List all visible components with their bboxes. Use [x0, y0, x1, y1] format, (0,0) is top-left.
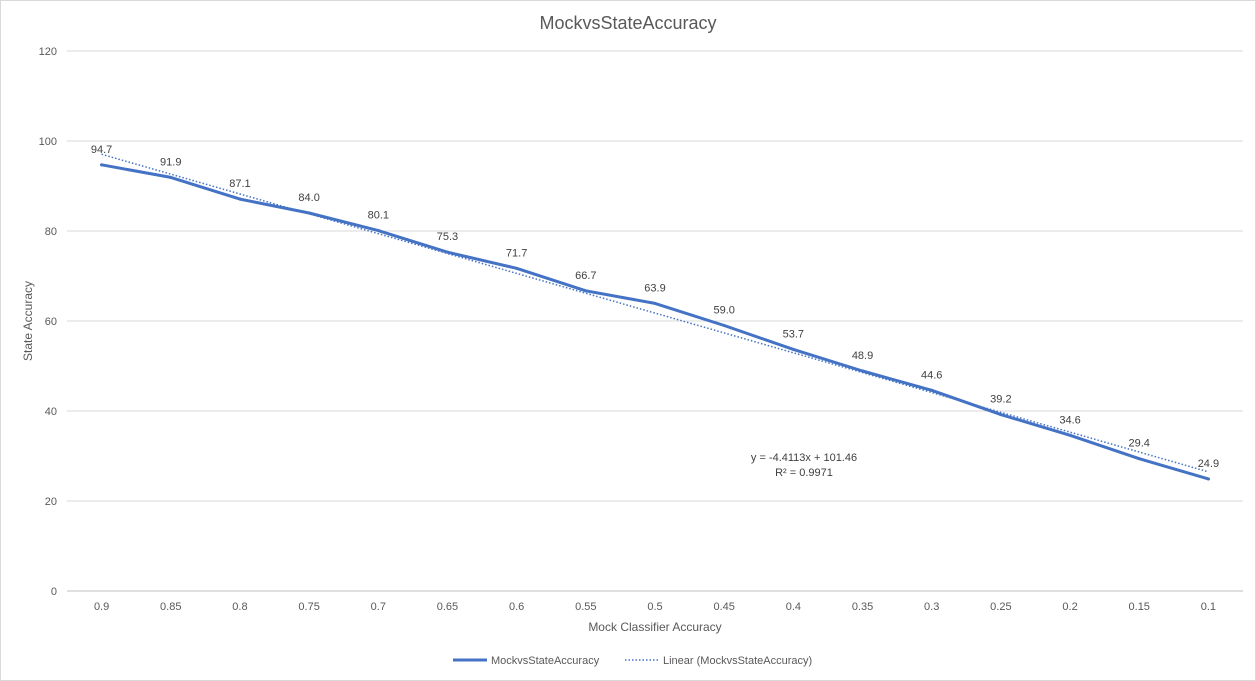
- data-label: 24.9: [1198, 458, 1219, 470]
- data-label: 91.9: [160, 156, 181, 168]
- x-axis-title: Mock Classifier Accuracy: [588, 620, 721, 634]
- data-label: 48.9: [852, 350, 873, 362]
- x-tick-label: 0.3: [924, 601, 939, 613]
- data-point: [791, 347, 795, 351]
- trendline-equation: y = -4.4113x + 101.46: [751, 452, 857, 464]
- x-tick-label: 0.45: [713, 601, 734, 613]
- x-tick-label: 0.5: [647, 601, 662, 613]
- y-tick-label: 20: [45, 496, 57, 508]
- x-tick-label: 0.6: [509, 601, 524, 613]
- data-label: 39.2: [990, 394, 1011, 406]
- x-tick-label: 0.35: [852, 601, 873, 613]
- data-point: [999, 413, 1003, 417]
- data-point: [653, 301, 657, 305]
- x-tick-label: 0.75: [298, 601, 319, 613]
- data-label: 94.7: [91, 144, 112, 156]
- x-tick-label: 0.9: [94, 601, 109, 613]
- series-line: [100, 163, 1210, 481]
- data-point: [584, 289, 588, 293]
- data-point: [376, 229, 380, 233]
- data-point: [515, 266, 519, 270]
- y-tick-label: 100: [39, 136, 57, 148]
- x-tick-label: 0.65: [437, 601, 458, 613]
- data-label: 59.0: [713, 305, 734, 317]
- x-axis-ticks: 0.9 0.85 0.8 0.75 0.7 0.65 0.6 0.55 0.5 0.45 0.4 0.…: [94, 601, 1216, 613]
- data-label: 34.6: [1059, 414, 1080, 426]
- data-label: 71.7: [506, 247, 527, 259]
- y-tick-label: 60: [45, 316, 57, 328]
- x-tick-label: 0.85: [160, 601, 181, 613]
- data-label: 66.7: [575, 270, 596, 282]
- trendline-r-squared: R² = 0.9971: [775, 467, 833, 479]
- data-label: 75.3: [437, 231, 458, 243]
- y-axis-title: State Accuracy: [21, 281, 35, 361]
- data-point: [861, 369, 865, 373]
- data-point: [238, 197, 242, 201]
- data-label: 29.4: [1129, 438, 1150, 450]
- x-tick-label: 0.4: [786, 601, 801, 613]
- x-tick-label: 0.1: [1201, 601, 1216, 613]
- series-layer: [100, 163, 1210, 481]
- y-tick-label: 80: [45, 226, 57, 238]
- data-label: 53.7: [783, 328, 804, 340]
- x-tick-label: 0.2: [1062, 601, 1077, 613]
- y-axis-ticks: 0 20 40 60 80 100 120: [39, 46, 57, 598]
- x-tick-label: 0.25: [990, 601, 1011, 613]
- x-tick-label: 0.55: [575, 601, 596, 613]
- data-label: 63.9: [644, 282, 665, 294]
- data-point: [100, 163, 104, 167]
- gridlines: [67, 50, 1243, 592]
- data-label: 84.0: [298, 192, 319, 204]
- data-point: [1068, 433, 1072, 437]
- legend: MockvsStateAccuracy Linear (MockvsStateA…: [453, 655, 812, 667]
- x-tick-label: 0.7: [371, 601, 386, 613]
- data-point: [307, 211, 311, 215]
- x-tick-label: 0.8: [232, 601, 247, 613]
- data-label: 44.6: [921, 369, 942, 381]
- y-tick-label: 40: [45, 406, 57, 418]
- data-labels: 94.7 91.9 87.1 84.0 80.1 75.3 71.7 66.7 63.9 59.0…: [91, 144, 1219, 470]
- data-label: 80.1: [368, 210, 389, 222]
- data-point: [445, 250, 449, 254]
- trendline: [101, 153, 1209, 473]
- legend-label-series: MockvsStateAccuracy: [491, 655, 600, 667]
- y-tick-label: 0: [51, 586, 57, 598]
- y-tick-label: 120: [39, 46, 57, 58]
- legend-label-trendline: Linear (MockvsStateAccuracy): [663, 655, 812, 667]
- data-point: [930, 388, 934, 392]
- trendline-layer: [101, 153, 1209, 473]
- data-label: 87.1: [229, 178, 250, 190]
- data-point: [1137, 457, 1141, 461]
- x-tick-label: 0.15: [1129, 601, 1150, 613]
- data-point: [1206, 477, 1210, 481]
- chart-title: MockvsStateAccuracy: [539, 13, 716, 33]
- data-point: [722, 324, 726, 327]
- data-point: [169, 175, 173, 179]
